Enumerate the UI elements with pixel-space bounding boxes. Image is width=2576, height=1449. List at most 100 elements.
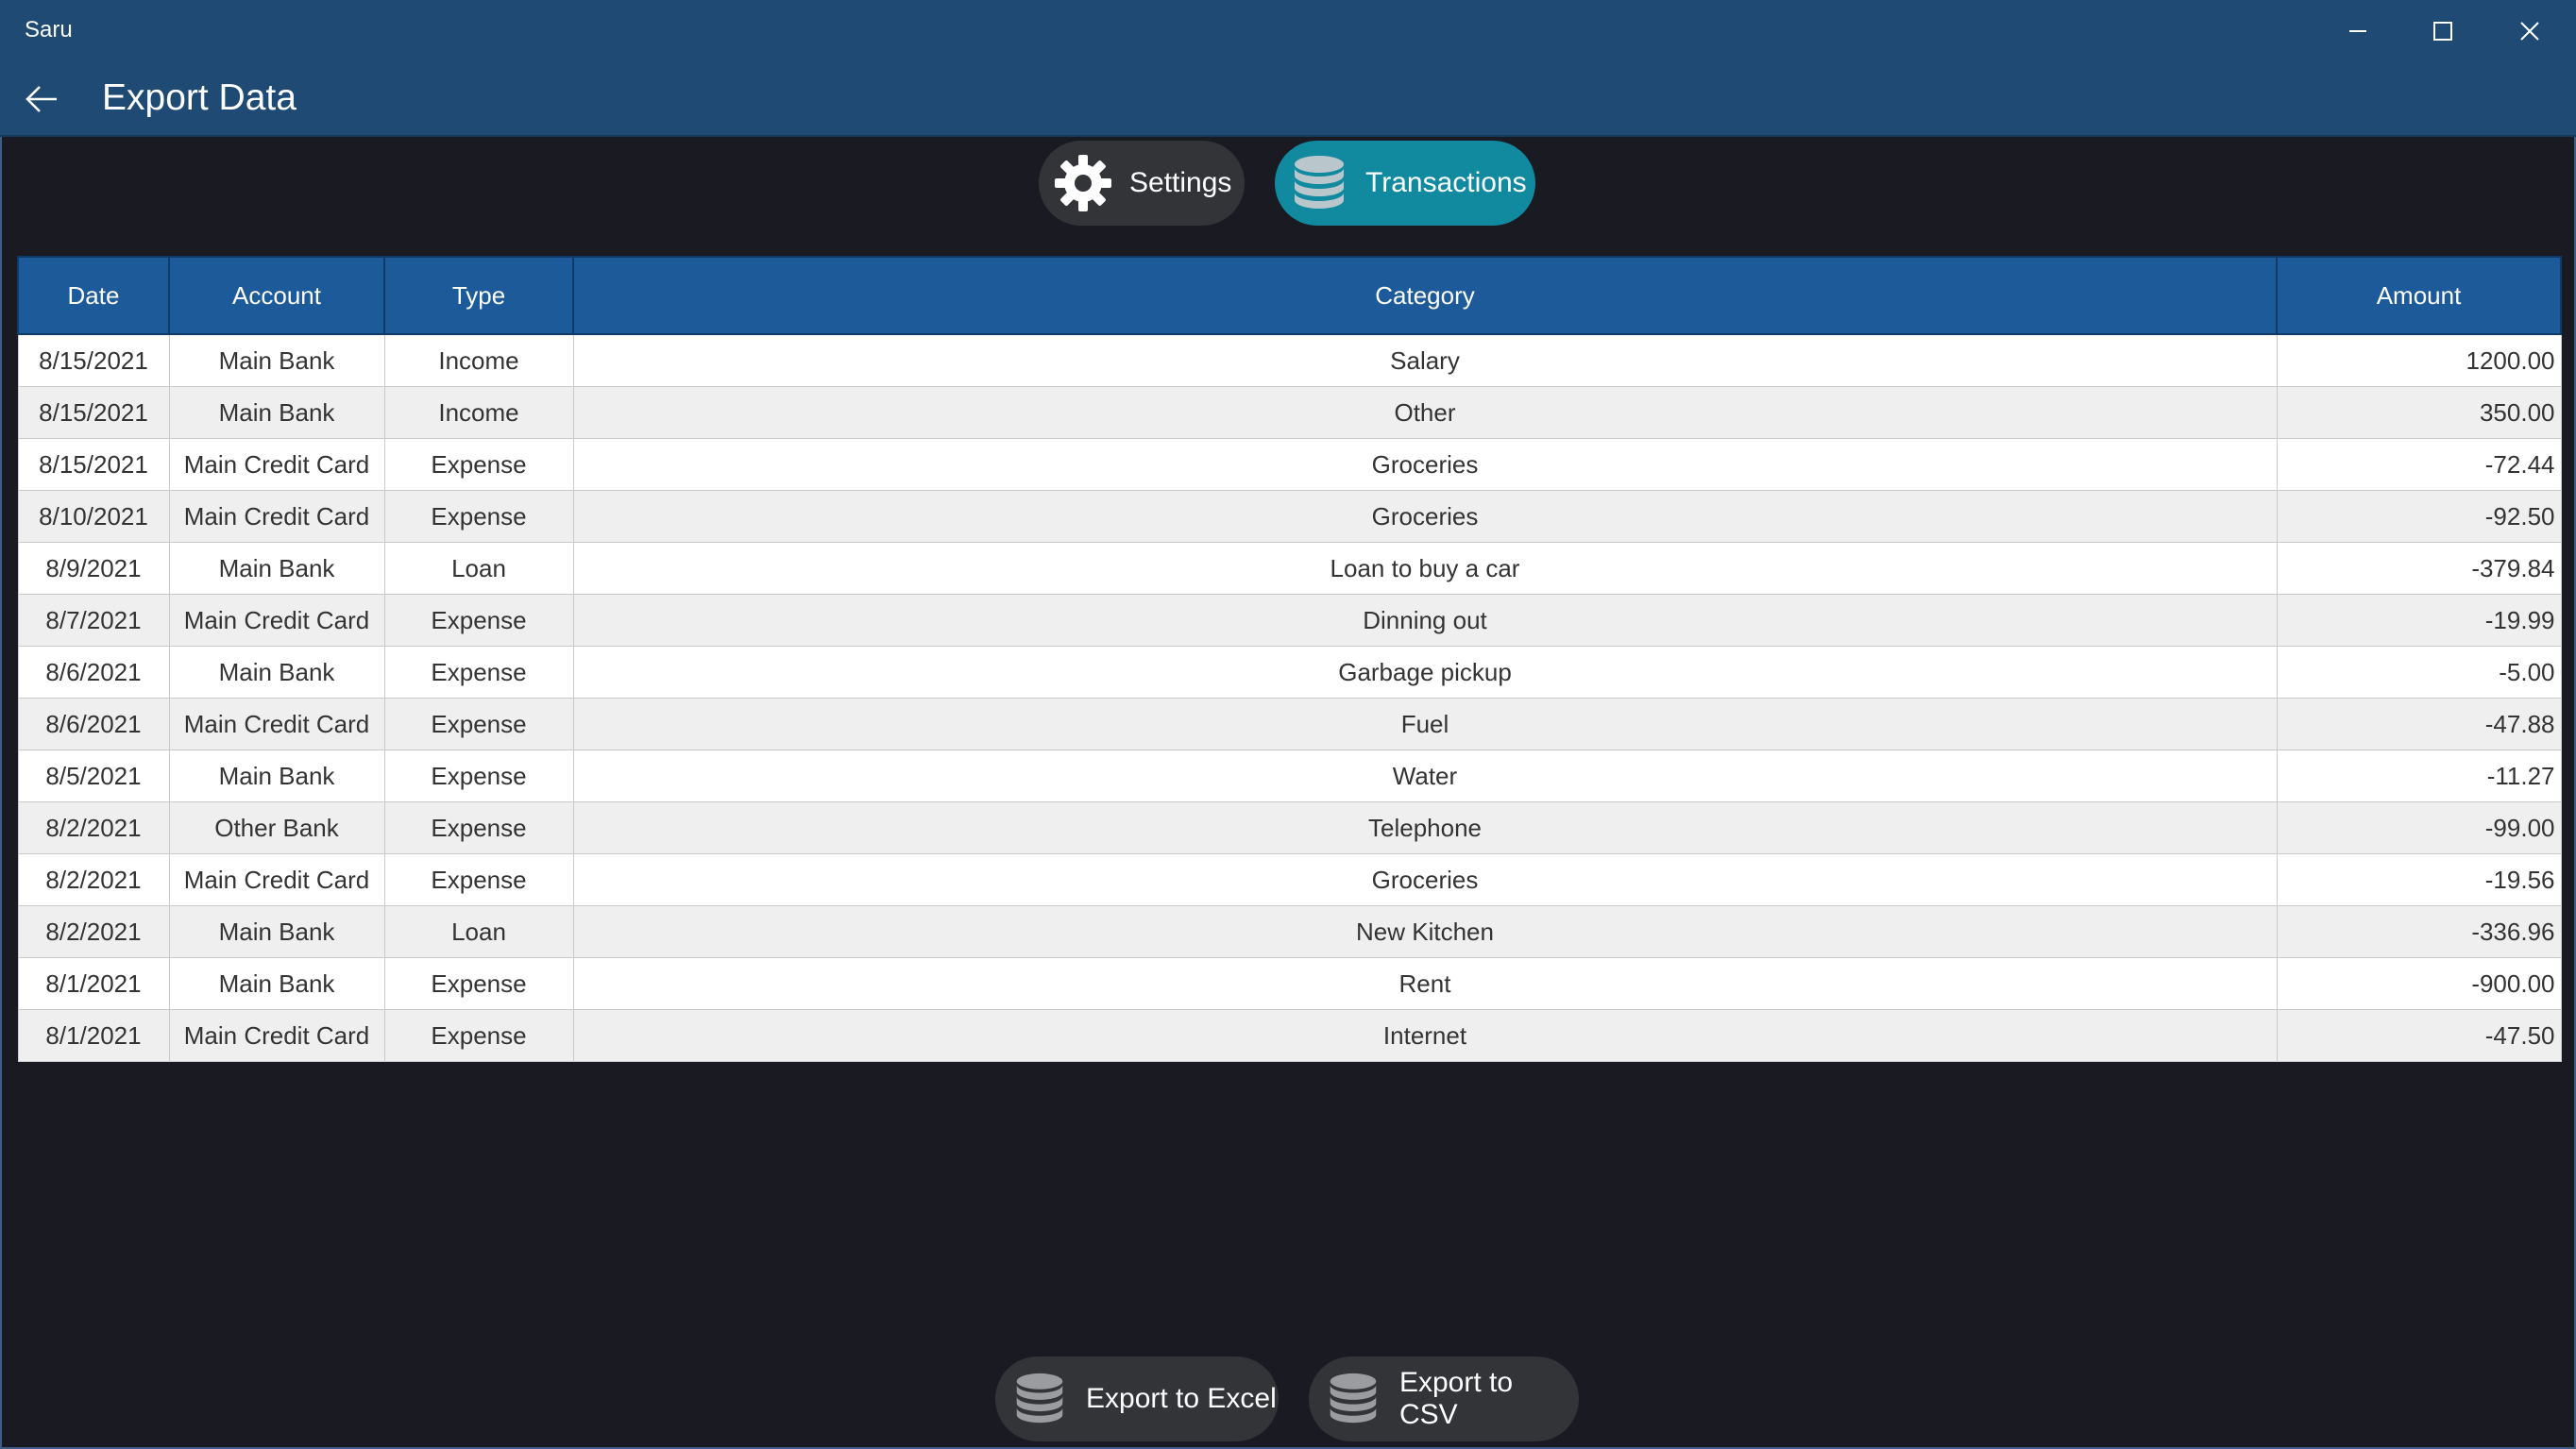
table-header-row: Date Account Type Category Amount bbox=[17, 256, 2562, 335]
cell-date: 8/9/2021 bbox=[17, 542, 170, 595]
cell-amount: -92.50 bbox=[2276, 490, 2562, 543]
cell-category: Internet bbox=[572, 1009, 2278, 1062]
cell-date: 8/7/2021 bbox=[17, 594, 170, 647]
table-row[interactable]: 8/2/2021 Other Bank Expense Telephone -99.00 bbox=[17, 801, 2562, 854]
tab-transactions-label: Transactions bbox=[1365, 167, 1527, 198]
column-header-account[interactable]: Account bbox=[168, 256, 385, 335]
cell-type: Loan bbox=[383, 905, 574, 958]
cell-account: Main Bank bbox=[168, 333, 385, 387]
column-header-type[interactable]: Type bbox=[383, 256, 574, 335]
cell-account: Main Bank bbox=[168, 905, 385, 958]
tab-transactions[interactable]: Transactions bbox=[1275, 141, 1535, 226]
cell-category: Telephone bbox=[572, 801, 2278, 854]
cell-category: Garbage pickup bbox=[572, 646, 2278, 699]
column-header-category[interactable]: Category bbox=[572, 256, 2278, 335]
cell-date: 8/6/2021 bbox=[17, 646, 170, 699]
cell-date: 8/6/2021 bbox=[17, 698, 170, 750]
close-button[interactable] bbox=[2487, 8, 2572, 55]
cell-account: Main Credit Card bbox=[168, 1009, 385, 1062]
cell-type: Expense bbox=[383, 594, 574, 647]
cell-amount: -336.96 bbox=[2276, 905, 2562, 958]
cell-amount: -72.44 bbox=[2276, 438, 2562, 491]
table-row[interactable]: 8/1/2021 Main Bank Expense Rent -900.00 bbox=[17, 957, 2562, 1010]
column-header-amount[interactable]: Amount bbox=[2276, 256, 2562, 335]
export-excel-button[interactable]: Export to Excel bbox=[995, 1356, 1279, 1441]
maximize-button[interactable] bbox=[2400, 8, 2485, 55]
cell-account: Main Bank bbox=[168, 957, 385, 1010]
cell-type: Expense bbox=[383, 698, 574, 750]
cell-amount: -379.84 bbox=[2276, 542, 2562, 595]
table-row[interactable]: 8/6/2021 Main Bank Expense Garbage pickup -5… bbox=[17, 646, 2562, 699]
cell-amount: -99.00 bbox=[2276, 801, 2562, 854]
cell-type: Expense bbox=[383, 853, 574, 906]
cell-category: Dinning out bbox=[572, 594, 2278, 647]
cell-type: Expense bbox=[383, 957, 574, 1010]
cell-date: 8/10/2021 bbox=[17, 490, 170, 543]
maximize-icon bbox=[2433, 22, 2452, 41]
minimize-button[interactable] bbox=[2315, 8, 2400, 55]
title-bar: Saru Export Data bbox=[0, 0, 2576, 137]
cell-account: Main Bank bbox=[168, 750, 385, 802]
cell-type: Expense bbox=[383, 1009, 574, 1062]
tab-settings[interactable]: Settings bbox=[1039, 141, 1245, 226]
cell-type: Loan bbox=[383, 542, 574, 595]
table-row[interactable]: 8/5/2021 Main Bank Expense Water -11.27 bbox=[17, 750, 2562, 802]
minimize-icon bbox=[2349, 30, 2366, 32]
cell-account: Main Bank bbox=[168, 646, 385, 699]
export-csv-button[interactable]: Export to CSV bbox=[1309, 1356, 1579, 1441]
cell-amount: -5.00 bbox=[2276, 646, 2562, 699]
cell-account: Main Bank bbox=[168, 386, 385, 439]
database-icon bbox=[1286, 150, 1352, 216]
cell-date: 8/2/2021 bbox=[17, 801, 170, 854]
cell-category: New Kitchen bbox=[572, 905, 2278, 958]
table-row[interactable]: 8/15/2021 Main Bank Income Other 350.00 bbox=[17, 386, 2562, 439]
table-row[interactable]: 8/2/2021 Main Credit Card Expense Groceries… bbox=[17, 853, 2562, 906]
cell-account: Main Bank bbox=[168, 542, 385, 595]
cell-date: 8/15/2021 bbox=[17, 438, 170, 491]
cell-category: Groceries bbox=[572, 853, 2278, 906]
cell-account: Other Bank bbox=[168, 801, 385, 854]
back-button[interactable] bbox=[13, 76, 70, 123]
cell-type: Expense bbox=[383, 490, 574, 543]
table-row[interactable]: 8/7/2021 Main Credit Card Expense Dinning o… bbox=[17, 594, 2562, 647]
cell-amount: -47.50 bbox=[2276, 1009, 2562, 1062]
table-row[interactable]: 8/15/2021 Main Credit Card Expense Grocerie… bbox=[17, 438, 2562, 491]
cell-category: Salary bbox=[572, 333, 2278, 387]
cell-type: Expense bbox=[383, 750, 574, 802]
table-row[interactable]: 8/2/2021 Main Bank Loan New Kitchen -336.96 bbox=[17, 905, 2562, 958]
table-row[interactable]: 8/6/2021 Main Credit Card Expense Fuel -47.8… bbox=[17, 698, 2562, 750]
app-name: Saru bbox=[25, 17, 73, 42]
back-arrow-icon bbox=[25, 86, 57, 112]
cell-date: 8/5/2021 bbox=[17, 750, 170, 802]
table-row[interactable]: 8/1/2021 Main Credit Card Expense Internet -… bbox=[17, 1009, 2562, 1062]
table-row[interactable]: 8/9/2021 Main Bank Loan Loan to buy a car -3… bbox=[17, 542, 2562, 595]
cell-amount: -19.99 bbox=[2276, 594, 2562, 647]
cell-type: Expense bbox=[383, 646, 574, 699]
cell-account: Main Credit Card bbox=[168, 438, 385, 491]
cell-account: Main Credit Card bbox=[168, 594, 385, 647]
cell-category: Water bbox=[572, 750, 2278, 802]
tab-settings-label: Settings bbox=[1129, 167, 1232, 198]
cell-type: Expense bbox=[383, 438, 574, 491]
cell-amount: -900.00 bbox=[2276, 957, 2562, 1010]
cell-amount: -47.88 bbox=[2276, 698, 2562, 750]
cell-date: 8/1/2021 bbox=[17, 957, 170, 1010]
cell-date: 8/15/2021 bbox=[17, 333, 170, 387]
cell-date: 8/15/2021 bbox=[17, 386, 170, 439]
table-row[interactable]: 8/15/2021 Main Bank Income Salary 1200.00 bbox=[17, 333, 2562, 387]
export-excel-label: Export to Excel bbox=[1086, 1383, 1277, 1414]
cell-category: Rent bbox=[572, 957, 2278, 1010]
table-row[interactable]: 8/10/2021 Main Credit Card Expense Grocerie… bbox=[17, 490, 2562, 543]
cell-category: Fuel bbox=[572, 698, 2278, 750]
cell-type: Income bbox=[383, 386, 574, 439]
page-title: Export Data bbox=[102, 77, 297, 118]
cell-date: 8/1/2021 bbox=[17, 1009, 170, 1062]
database-icon bbox=[1007, 1366, 1073, 1432]
cell-type: Income bbox=[383, 333, 574, 387]
gear-icon bbox=[1050, 150, 1116, 216]
cell-amount: 1200.00 bbox=[2276, 333, 2562, 387]
database-icon bbox=[1320, 1366, 1386, 1432]
cell-category: Groceries bbox=[572, 438, 2278, 491]
cell-account: Main Credit Card bbox=[168, 853, 385, 906]
column-header-date[interactable]: Date bbox=[17, 256, 170, 335]
